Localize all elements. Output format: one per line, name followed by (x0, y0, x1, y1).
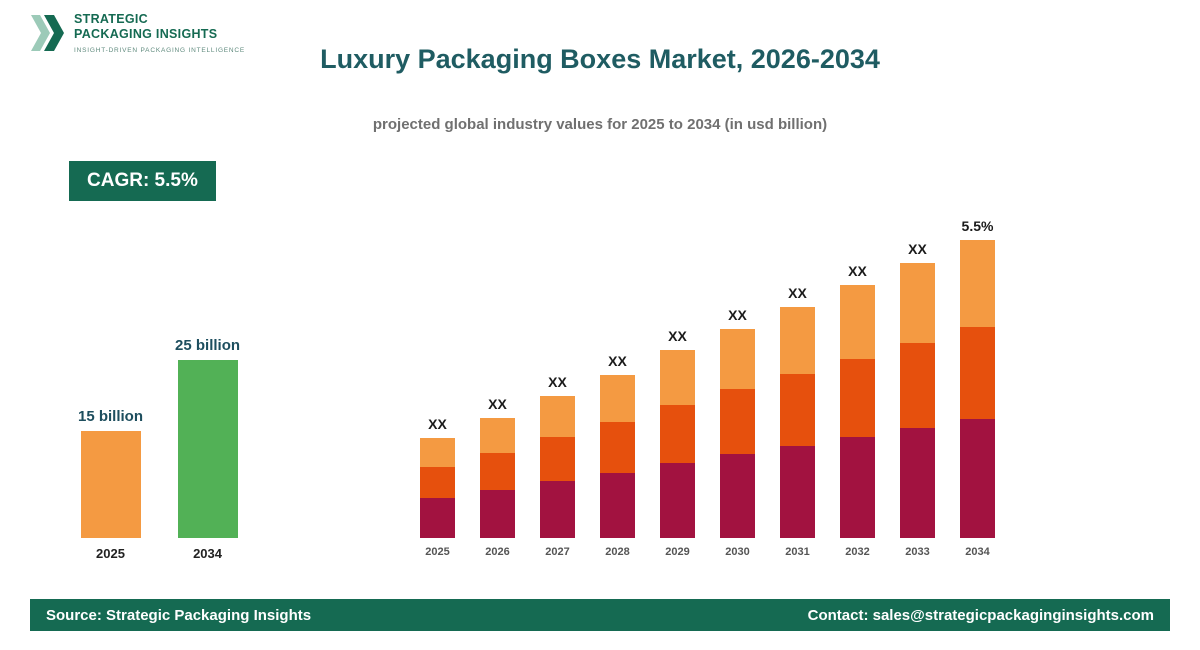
bar-segment-top (660, 350, 695, 405)
cagr-badge: CAGR: 5.5% (69, 161, 216, 201)
stacked-bar-col: 5.5% 2034 (960, 218, 995, 558)
bar-year-label: 2034 (965, 546, 990, 558)
brand-name-line1: STRATEGIC (74, 12, 148, 26)
bar-segment-middle (540, 437, 575, 481)
stacked-bar-col: XX 2032 (840, 263, 875, 558)
bar-top-label: XX (428, 416, 447, 432)
bar-top-label: 5.5% (961, 218, 994, 234)
bar-segment-top (480, 418, 515, 453)
mini-bar-year-label: 2025 (96, 546, 125, 561)
bar-top-label: XX (488, 396, 507, 412)
bar-segment-bottom (600, 473, 635, 538)
brand-logo-text: STRATEGIC PACKAGING INSIGHTS INSIGHT-DRI… (74, 12, 245, 54)
bar-year-label: 2030 (725, 546, 750, 558)
bar-segment-middle (960, 327, 995, 419)
mini-bar-value-label: 25 billion (175, 337, 241, 354)
bar-segment-bottom (660, 463, 695, 538)
brand-logo: STRATEGIC PACKAGING INSIGHTS INSIGHT-DRI… (30, 12, 245, 59)
bar-top-label: XX (848, 263, 867, 279)
stacked-bar (720, 329, 755, 538)
stacked-bar-col: XX 2031 (780, 285, 815, 558)
bar-segment-top (420, 438, 455, 467)
stacked-bar-col: XX 2030 (720, 307, 755, 558)
brand-name-line2: PACKAGING INSIGHTS (74, 27, 218, 41)
mini-bar (177, 360, 238, 538)
bar-segment-bottom (720, 454, 755, 538)
bar-segment-middle (780, 374, 815, 446)
bar-top-label: XX (548, 374, 567, 390)
mini-bar-col: 15 billion 2025 (78, 408, 143, 561)
stacked-bar (900, 263, 935, 538)
stacked-bar (420, 438, 455, 538)
mini-bar-col: 25 billion 2034 (175, 337, 240, 561)
bar-segment-top (840, 285, 875, 359)
stacked-bar (540, 396, 575, 538)
brand-tagline: INSIGHT-DRIVEN PACKAGING INTELLIGENCE (74, 47, 246, 54)
bar-year-label: 2032 (845, 546, 870, 558)
bar-top-label: XX (728, 307, 747, 323)
bar-segment-top (600, 375, 635, 422)
footer-contact: Contact: sales@strategicpackaginginsight… (807, 606, 1154, 624)
bar-segment-middle (660, 405, 695, 463)
bar-segment-top (780, 307, 815, 374)
bar-segment-middle (900, 343, 935, 428)
bar-segment-middle (600, 422, 635, 473)
mini-bar-value-label: 15 billion (78, 408, 144, 425)
stacked-bar-col: XX 2033 (900, 241, 935, 558)
stacked-bar (780, 307, 815, 538)
bar-top-label: XX (668, 328, 687, 344)
bar-segment-bottom (540, 481, 575, 538)
bar-year-label: 2026 (485, 546, 510, 558)
page-title: Luxury Packaging Boxes Market, 2026-2034 (320, 44, 880, 74)
stacked-bar-col: XX 2025 (420, 416, 455, 558)
bar-year-label: 2027 (545, 546, 570, 558)
stacked-bar (480, 418, 515, 538)
bar-segment-bottom (840, 437, 875, 538)
stacked-bar-col: XX 2028 (600, 353, 635, 558)
mini-bar-year-label: 2034 (193, 546, 222, 561)
footer-source: Source: Strategic Packaging Insights (46, 606, 312, 624)
bar-segment-middle (840, 359, 875, 437)
bar-segment-top (960, 240, 995, 327)
bar-segment-bottom (900, 428, 935, 538)
mini-bar (80, 431, 141, 538)
bar-segment-middle (420, 467, 455, 498)
bar-top-label: XX (788, 285, 807, 301)
stacked-bar (960, 240, 995, 538)
footer-bar: Source: Strategic Packaging Insights Con… (30, 599, 1170, 631)
bar-segment-bottom (420, 498, 455, 538)
bar-year-label: 2025 (425, 546, 450, 558)
bar-year-label: 2031 (785, 546, 810, 558)
stacked-bar-chart: XX 2025 XX 2026 XX 2027 XX 2028 XX 2029 XX 2030 XX 20… (420, 218, 995, 558)
chevron-logo-icon (30, 12, 66, 59)
bar-segment-bottom (780, 446, 815, 538)
bar-top-label: XX (908, 241, 927, 257)
stacked-bar (600, 375, 635, 538)
bar-segment-top (900, 263, 935, 343)
bar-top-label: XX (608, 353, 627, 369)
stacked-bar-col: XX 2026 (480, 396, 515, 558)
bar-year-label: 2033 (905, 546, 930, 558)
bar-segment-middle (480, 453, 515, 490)
page-subtitle: projected global industry values for 202… (372, 116, 828, 133)
bar-year-label: 2029 (665, 546, 690, 558)
stacked-bar-col: XX 2027 (540, 374, 575, 558)
stacked-bar (660, 350, 695, 538)
mini-comparison-chart: 15 billion 2025 25 billion 2034 (78, 337, 240, 561)
bar-year-label: 2028 (605, 546, 630, 558)
bar-segment-top (540, 396, 575, 437)
bar-segment-bottom (480, 490, 515, 538)
bar-segment-top (720, 329, 755, 389)
bar-segment-bottom (960, 419, 995, 538)
stacked-bar-col: XX 2029 (660, 328, 695, 558)
stacked-bar (840, 285, 875, 538)
bar-segment-middle (720, 389, 755, 454)
